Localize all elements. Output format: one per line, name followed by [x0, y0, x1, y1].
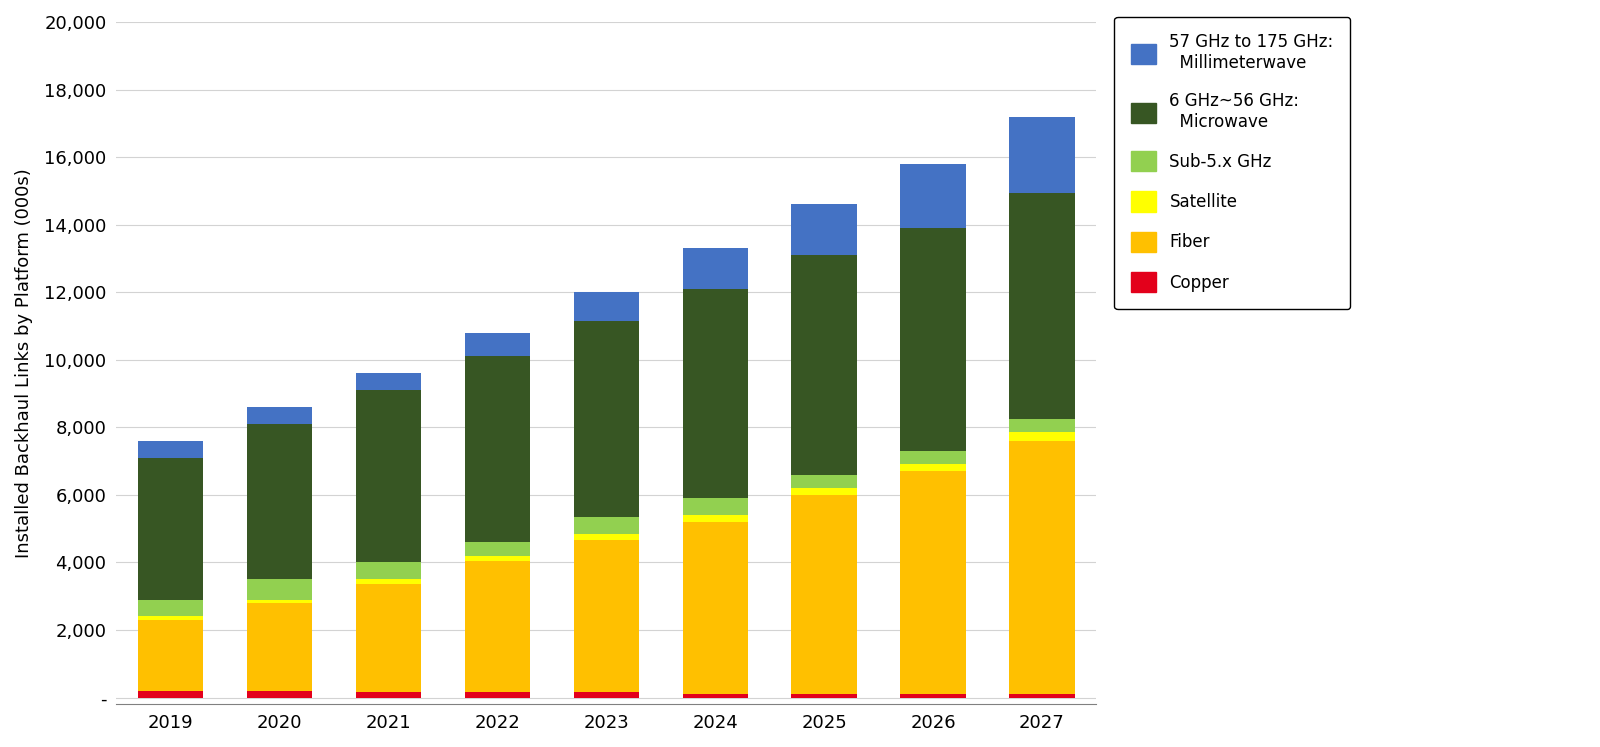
Bar [574, 541, 638, 692]
Bar [355, 580, 421, 584]
Bar [246, 603, 312, 691]
Bar [792, 474, 856, 488]
Legend: 57 GHz to 175 GHz:
  Millimeterwave, 6 GHz~56 GHz:
  Microwave, Sub-5.x GHz, Sat: 57 GHz to 175 GHz: Millimeterwave, 6 GHz… [1115, 16, 1350, 309]
Bar [138, 600, 203, 616]
Bar [138, 441, 203, 458]
Bar [574, 692, 638, 698]
Bar [901, 228, 966, 451]
Bar [246, 580, 312, 600]
Bar [901, 451, 966, 465]
Bar [246, 600, 312, 603]
Bar [792, 205, 856, 255]
Bar [464, 692, 530, 698]
Bar [464, 556, 530, 561]
Bar [246, 424, 312, 580]
Bar [355, 374, 421, 390]
Bar [1010, 193, 1075, 419]
Bar [901, 471, 966, 694]
Bar [464, 332, 530, 356]
Bar [574, 321, 638, 517]
Bar [1010, 433, 1075, 441]
Bar [1010, 441, 1075, 694]
Bar [138, 620, 203, 691]
Bar [683, 248, 747, 289]
Bar [683, 694, 747, 698]
Bar [246, 407, 312, 424]
Bar [355, 692, 421, 698]
Bar [355, 390, 421, 562]
Bar [138, 458, 203, 600]
Bar [464, 561, 530, 692]
Bar [683, 498, 747, 515]
Bar [683, 522, 747, 694]
Bar [574, 533, 638, 541]
Bar [1010, 419, 1075, 433]
Bar [138, 616, 203, 620]
Bar [355, 562, 421, 580]
Bar [792, 255, 856, 474]
Bar [683, 289, 747, 498]
Bar [246, 691, 312, 698]
Bar [792, 495, 856, 694]
Bar [901, 164, 966, 228]
Bar [683, 515, 747, 522]
Bar [901, 465, 966, 471]
Bar [464, 356, 530, 542]
Bar [1010, 694, 1075, 698]
Bar [574, 292, 638, 321]
Bar [355, 584, 421, 692]
Bar [574, 517, 638, 533]
Bar [1010, 117, 1075, 193]
Bar [792, 488, 856, 495]
Bar [138, 691, 203, 698]
Bar [464, 542, 530, 556]
Y-axis label: Installed Backhaul Links by Platform (000s): Installed Backhaul Links by Platform (00… [14, 168, 34, 558]
Bar [792, 694, 856, 698]
Bar [901, 694, 966, 698]
